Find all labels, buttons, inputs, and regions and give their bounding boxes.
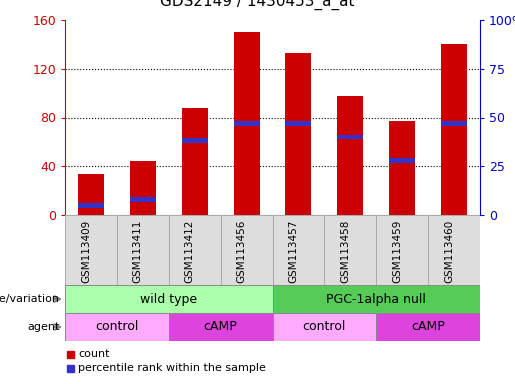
Bar bbox=[324, 215, 376, 285]
Bar bbox=[285, 53, 312, 215]
Bar bbox=[67, 351, 74, 358]
Text: agent: agent bbox=[27, 322, 60, 332]
Bar bbox=[441, 45, 467, 215]
Bar bbox=[441, 121, 467, 126]
Bar bbox=[169, 215, 220, 285]
Text: wild type: wild type bbox=[140, 293, 197, 306]
Bar bbox=[117, 215, 169, 285]
Bar bbox=[234, 121, 260, 126]
Text: count: count bbox=[78, 349, 110, 359]
Bar bbox=[272, 285, 480, 313]
Bar bbox=[376, 215, 428, 285]
Text: GSM113412: GSM113412 bbox=[185, 220, 195, 283]
Text: GSM113459: GSM113459 bbox=[392, 220, 402, 283]
Text: cAMP: cAMP bbox=[204, 321, 237, 333]
Bar bbox=[337, 96, 363, 215]
Bar bbox=[220, 215, 272, 285]
Text: GSM113458: GSM113458 bbox=[340, 220, 350, 283]
Bar bbox=[428, 215, 480, 285]
Text: GSM113460: GSM113460 bbox=[444, 220, 454, 283]
Text: GSM113411: GSM113411 bbox=[133, 220, 143, 283]
Bar bbox=[285, 121, 312, 126]
Text: control: control bbox=[95, 321, 139, 333]
Text: genotype/variation: genotype/variation bbox=[0, 294, 60, 304]
Bar bbox=[130, 197, 156, 202]
Bar bbox=[272, 313, 376, 341]
Bar bbox=[389, 158, 415, 163]
Bar bbox=[78, 203, 104, 208]
Bar bbox=[389, 121, 415, 215]
Text: percentile rank within the sample: percentile rank within the sample bbox=[78, 363, 266, 373]
Text: control: control bbox=[303, 321, 346, 333]
Text: GSM113456: GSM113456 bbox=[236, 220, 247, 283]
Bar bbox=[67, 365, 74, 372]
Text: cAMP: cAMP bbox=[411, 321, 445, 333]
Bar bbox=[234, 32, 260, 215]
Bar bbox=[182, 139, 208, 143]
Bar bbox=[78, 174, 104, 215]
Text: GSM113409: GSM113409 bbox=[81, 220, 91, 283]
Bar bbox=[130, 161, 156, 215]
Bar bbox=[65, 313, 169, 341]
Text: PGC-1alpha null: PGC-1alpha null bbox=[327, 293, 426, 306]
Bar bbox=[272, 215, 324, 285]
Bar bbox=[337, 134, 363, 139]
Text: GSM113457: GSM113457 bbox=[288, 220, 298, 283]
Text: GDS2149 / 1430453_a_at: GDS2149 / 1430453_a_at bbox=[160, 0, 355, 10]
Bar bbox=[169, 313, 272, 341]
Bar bbox=[182, 108, 208, 215]
Bar bbox=[376, 313, 480, 341]
Bar bbox=[65, 285, 272, 313]
Bar bbox=[65, 215, 117, 285]
